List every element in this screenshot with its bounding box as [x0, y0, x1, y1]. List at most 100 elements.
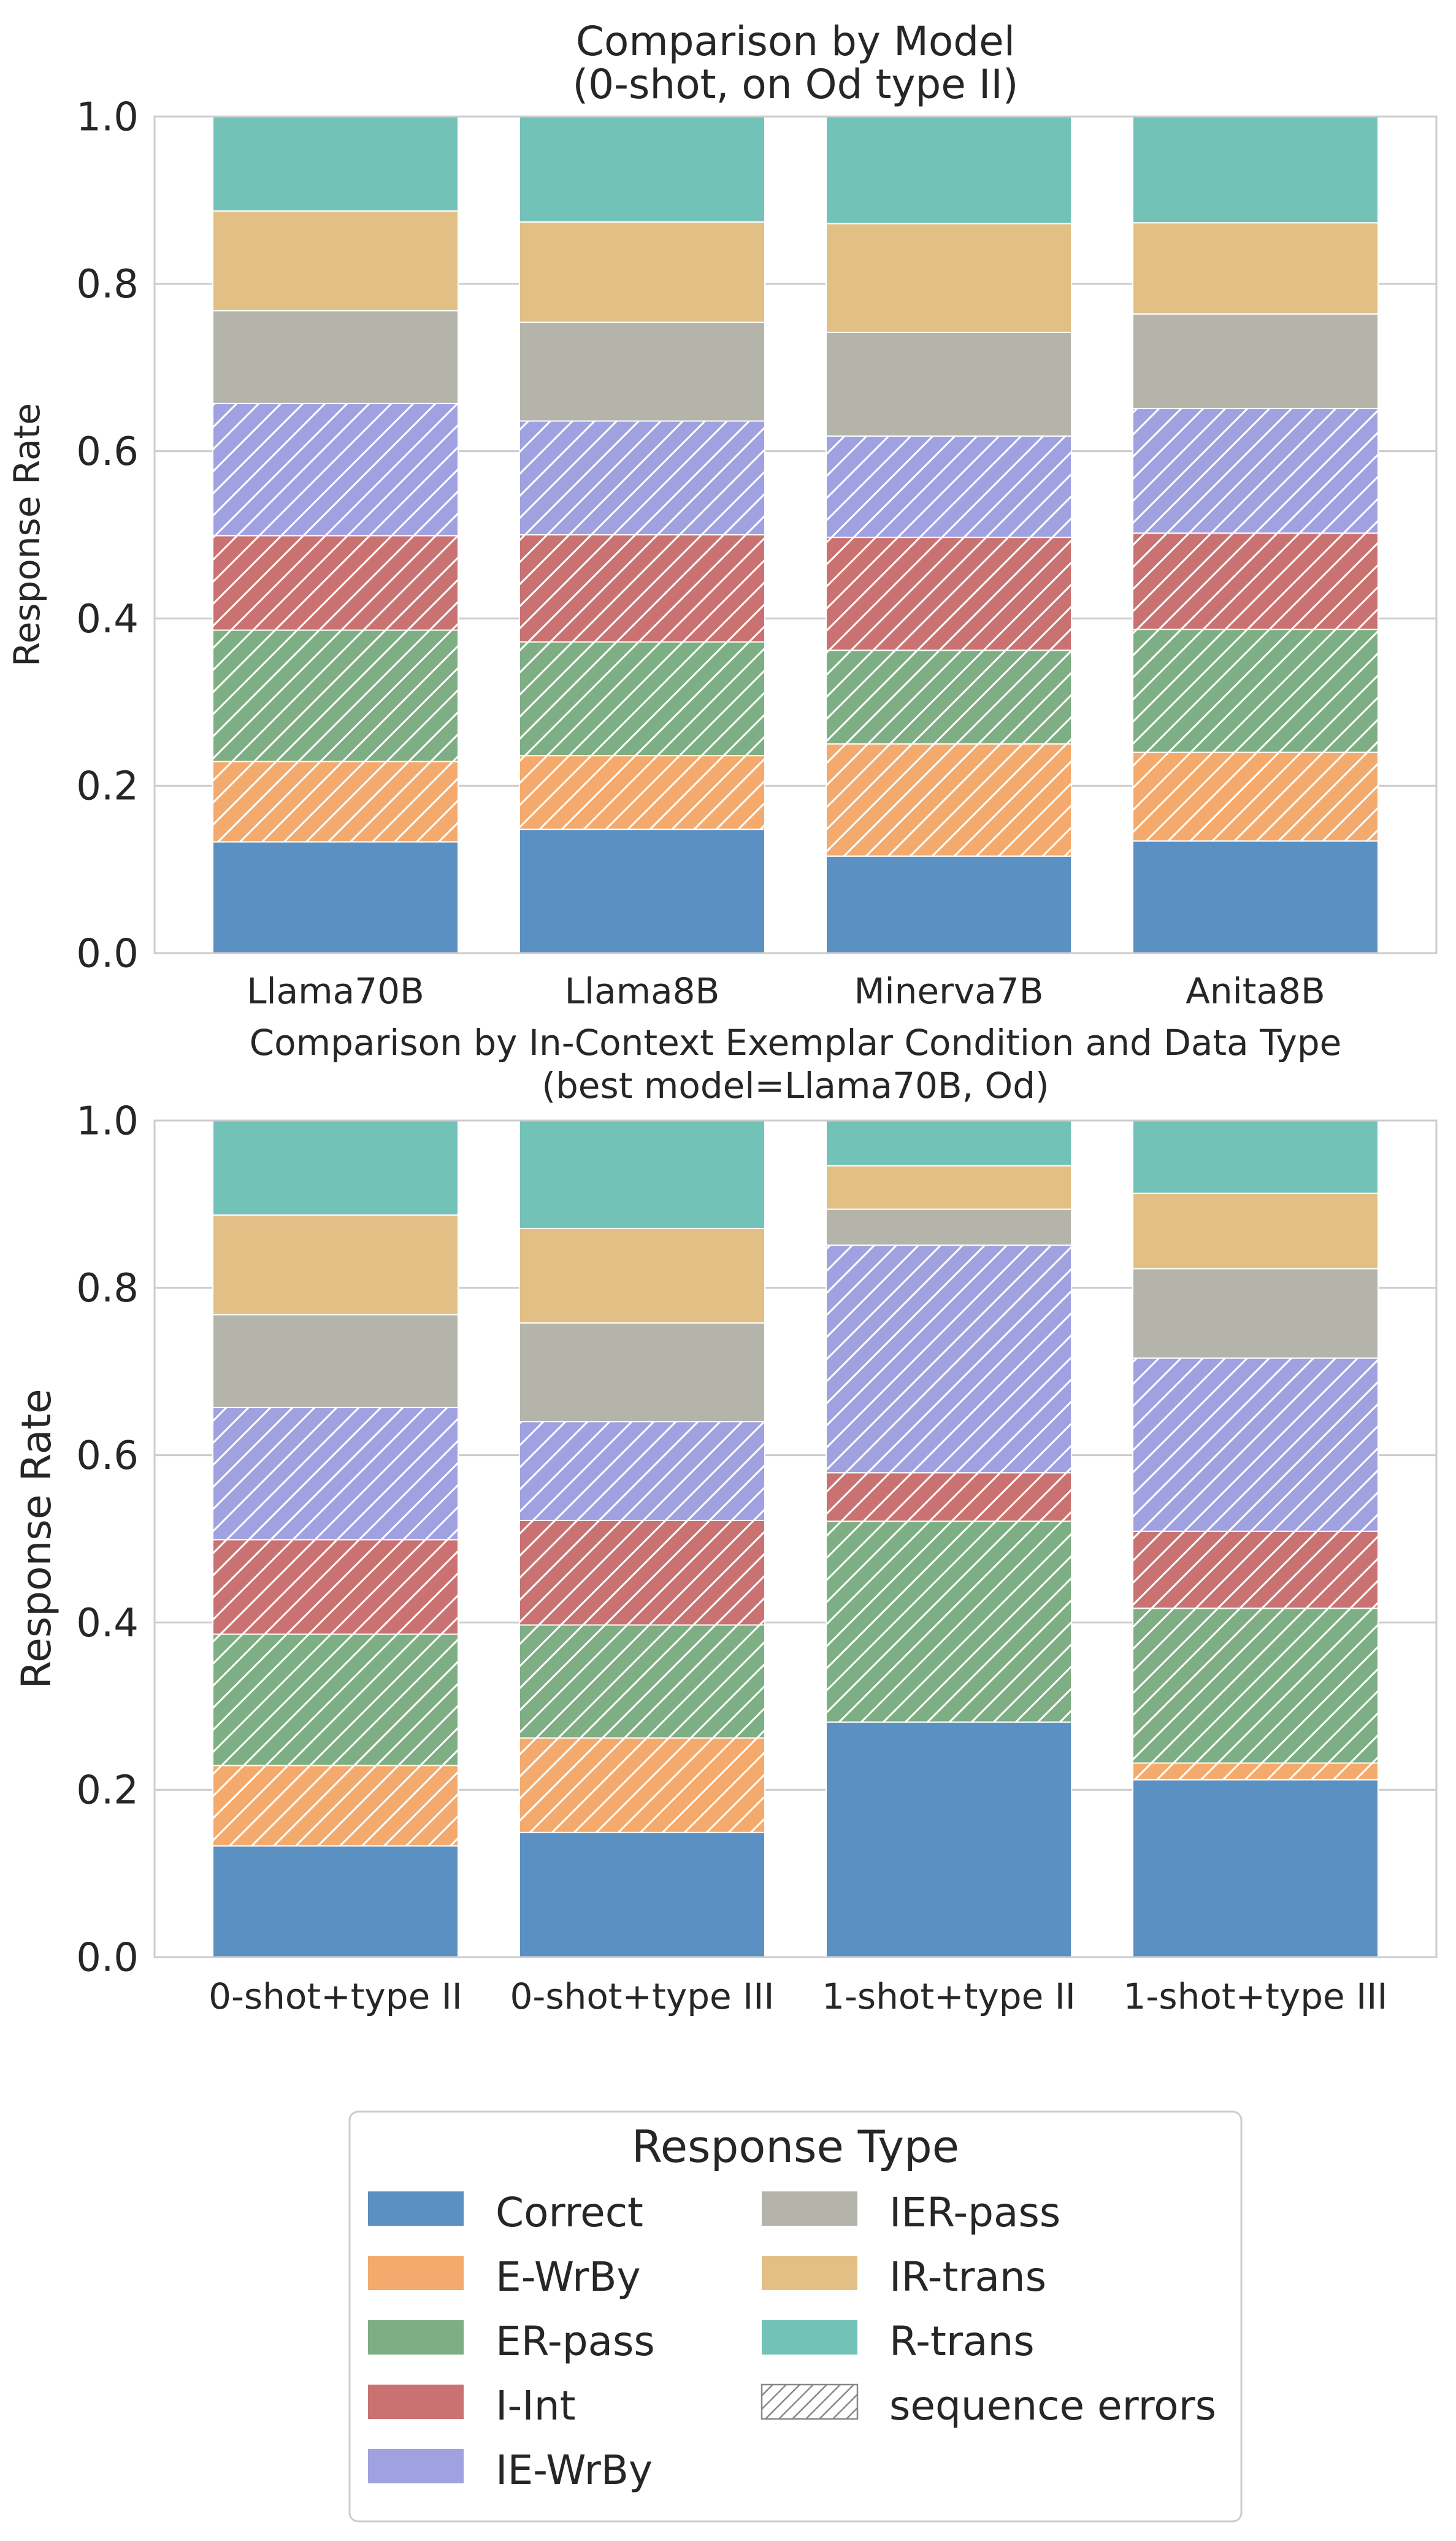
bar-model-llama70b-ier-pass — [212, 310, 459, 404]
legend-label-r-trans: R-trans — [889, 2318, 1035, 2365]
bar-model-llama8b-i-int-hatch — [519, 535, 765, 642]
bar-condition-1-shot-type-iii-ir-trans — [1132, 1192, 1379, 1270]
bar-condition-0-shot-type-iii-ir-trans — [519, 1227, 765, 1324]
bar-model-llama70b-i-int-hatch — [213, 535, 458, 630]
x-tick-condition-2: 1-shot+type II — [822, 1976, 1076, 2017]
y-tick-model-5: 1.0 — [76, 94, 139, 140]
bar-model-anita8b-ier-pass — [1132, 313, 1379, 410]
x-tick-labels-condition: 0-shot+type II 0-shot+type III 1-shot+type… — [209, 1976, 1387, 2017]
bar-condition-1-shot-type-ii-er-pass-hatch — [826, 1521, 1071, 1722]
chart-title-model: Comparison by Model (0-shot, on Od type I… — [572, 18, 1018, 108]
bar-model-anita8b-ie-wrby-hatch — [1133, 408, 1378, 534]
bar-model-minerva7b-i-int-hatch — [826, 537, 1071, 651]
legend-swatch-e-wrby — [368, 2256, 464, 2290]
bar-model-minerva7b-r-trans — [826, 116, 1072, 224]
y-tick-condition-2: 0.4 — [76, 1601, 139, 1646]
bar-condition-1-shot-type-ii-r-trans — [826, 1120, 1072, 1167]
y-tick-labels-model: 0.0 0.2 0.4 0.6 0.8 1.0 — [76, 94, 139, 976]
bar-condition-0-shot-type-ii-ie-wrby-hatch — [213, 1407, 458, 1540]
x-tick-condition-0: 0-shot+type II — [209, 1976, 462, 2017]
bars-model — [212, 116, 1379, 954]
bar-model-llama8b-er-pass-hatch — [519, 642, 765, 756]
y-tick-condition-4: 0.8 — [76, 1266, 139, 1311]
legend-items: Correct E-WrBy ER-pass I-Int IE-WrBy IER-pass… — [368, 2189, 1216, 2494]
x-tick-labels-model: Llama70B Llama8B Minerva7B Anita8B — [247, 970, 1325, 1012]
bar-condition-1-shot-type-ii-i-int-hatch — [826, 1473, 1071, 1522]
legend-title: Response Type — [632, 2121, 959, 2172]
bar-model-anita8b-correct — [1132, 840, 1379, 954]
y-tick-model-2: 0.4 — [76, 597, 139, 642]
bar-model-anita8b-ir-trans — [1132, 222, 1379, 315]
bar-condition-1-shot-type-iii-r-trans — [1132, 1120, 1379, 1194]
bar-model-llama70b-e-wrby-hatch — [213, 761, 458, 842]
legend-box — [348, 2110, 1243, 2523]
legend-label-sequence-errors: sequence errors — [889, 2382, 1216, 2429]
legend-swatch-r-trans — [762, 2320, 857, 2355]
legend-label-ir-trans: IR-trans — [889, 2253, 1046, 2301]
legend-label-correct: Correct — [496, 2189, 643, 2236]
bar-model-llama70b-er-pass-hatch — [213, 630, 458, 762]
bar-model-llama8b-ie-wrby-hatch — [519, 421, 765, 535]
bar-model-llama8b-e-wrby-hatch — [519, 756, 765, 830]
bar-model-minerva7b-er-pass-hatch — [826, 650, 1071, 744]
bar-model-anita8b-r-trans — [1132, 116, 1379, 224]
bar-model-minerva7b-ie-wrby-hatch — [826, 436, 1071, 538]
y-axis-label-condition: Response Rate — [13, 1389, 60, 1688]
legend-label-ie-wrby: IE-WrBy — [496, 2447, 653, 2494]
bar-model-anita8b-er-pass-hatch — [1133, 629, 1378, 753]
bar-model-llama8b-ir-trans — [519, 221, 765, 323]
title-line-condition-0: Comparison by In-Context Exemplar Condit… — [250, 1022, 1342, 1064]
bar-condition-0-shot-type-iii-e-wrby-hatch — [519, 1738, 765, 1833]
bar-condition-0-shot-type-ii-r-trans — [212, 1120, 459, 1216]
legend-label-ier-pass: IER-pass — [889, 2189, 1060, 2236]
bar-condition-0-shot-type-ii-er-pass-hatch — [213, 1634, 458, 1766]
chart-by-model: 0.0 0.2 0.4 0.6 0.8 1.0 Llama70B Llama8B Minerv… — [6, 18, 1438, 1012]
x-tick-model-2: Minerva7B — [854, 970, 1043, 1012]
y-tick-condition-0: 0.0 — [76, 1935, 139, 1980]
title-line-condition-1: (best model=Llama70B, Od) — [542, 1065, 1049, 1106]
bar-condition-1-shot-type-iii-correct — [1132, 1779, 1379, 1958]
bar-model-minerva7b-ier-pass — [826, 331, 1072, 437]
x-tick-model-1: Llama8B — [565, 970, 720, 1012]
bar-condition-1-shot-type-iii-er-pass-hatch — [1133, 1608, 1378, 1763]
x-tick-condition-1: 0-shot+type III — [510, 1976, 775, 2017]
bar-condition-1-shot-type-ii-ie-wrby-hatch — [826, 1245, 1071, 1473]
y-tick-model-4: 0.8 — [76, 262, 139, 307]
legend-swatch-i-int — [368, 2385, 464, 2419]
legend-label-er-pass: ER-pass — [496, 2318, 655, 2365]
bar-model-llama70b-ie-wrby-hatch — [213, 403, 458, 536]
bar-condition-1-shot-type-iii-ie-wrby-hatch — [1133, 1358, 1378, 1531]
bar-condition-1-shot-type-iii-i-int-hatch — [1133, 1531, 1378, 1609]
x-tick-condition-3: 1-shot+type III — [1124, 1976, 1388, 2017]
bar-model-llama70b-r-trans — [212, 116, 459, 212]
bar-condition-0-shot-type-iii-ie-wrby-hatch — [519, 1422, 765, 1520]
legend-swatch-correct — [368, 2191, 464, 2226]
legend-swatch-er-pass — [368, 2320, 464, 2355]
bar-condition-1-shot-type-ii-correct — [826, 1721, 1072, 1958]
legend-swatch-ier-pass — [762, 2191, 857, 2226]
plot-frame-condition — [153, 1119, 1438, 1958]
legend: Response Type Correct E-WrBy ER-pass I-Int I… — [348, 2110, 1243, 2523]
bar-condition-1-shot-type-iii-e-wrby-hatch — [1133, 1763, 1378, 1780]
bar-condition-0-shot-type-ii-e-wrby-hatch — [213, 1765, 458, 1846]
y-tick-condition-3: 0.6 — [76, 1433, 139, 1479]
bar-model-minerva7b-correct — [826, 855, 1072, 954]
y-tick-labels-condition: 0.0 0.2 0.4 0.6 0.8 1.0 — [76, 1098, 139, 1980]
y-tick-model-1: 0.2 — [76, 764, 139, 810]
bar-condition-1-shot-type-iii-ier-pass — [1132, 1268, 1379, 1359]
bar-condition-0-shot-type-ii-ier-pass — [212, 1314, 459, 1408]
y-tick-model-0: 0.0 — [76, 931, 139, 976]
bar-condition-0-shot-type-iii-ier-pass — [519, 1322, 765, 1423]
y-tick-condition-1: 0.2 — [76, 1768, 139, 1814]
bar-model-minerva7b-ir-trans — [826, 223, 1072, 333]
legend-label-e-wrby: E-WrBy — [496, 2253, 641, 2301]
bar-model-llama8b-correct — [519, 829, 765, 954]
title-line-model-1: (0-shot, on Od type II) — [572, 61, 1018, 108]
bars-condition — [212, 1120, 1379, 1958]
y-tick-condition-5: 1.0 — [76, 1098, 139, 1144]
bar-model-llama70b-correct — [212, 841, 459, 954]
legend-swatch-ie-wrby — [368, 2449, 464, 2483]
legend-swatch-ir-trans — [762, 2256, 857, 2290]
title-line-model-0: Comparison by Model — [576, 18, 1015, 65]
